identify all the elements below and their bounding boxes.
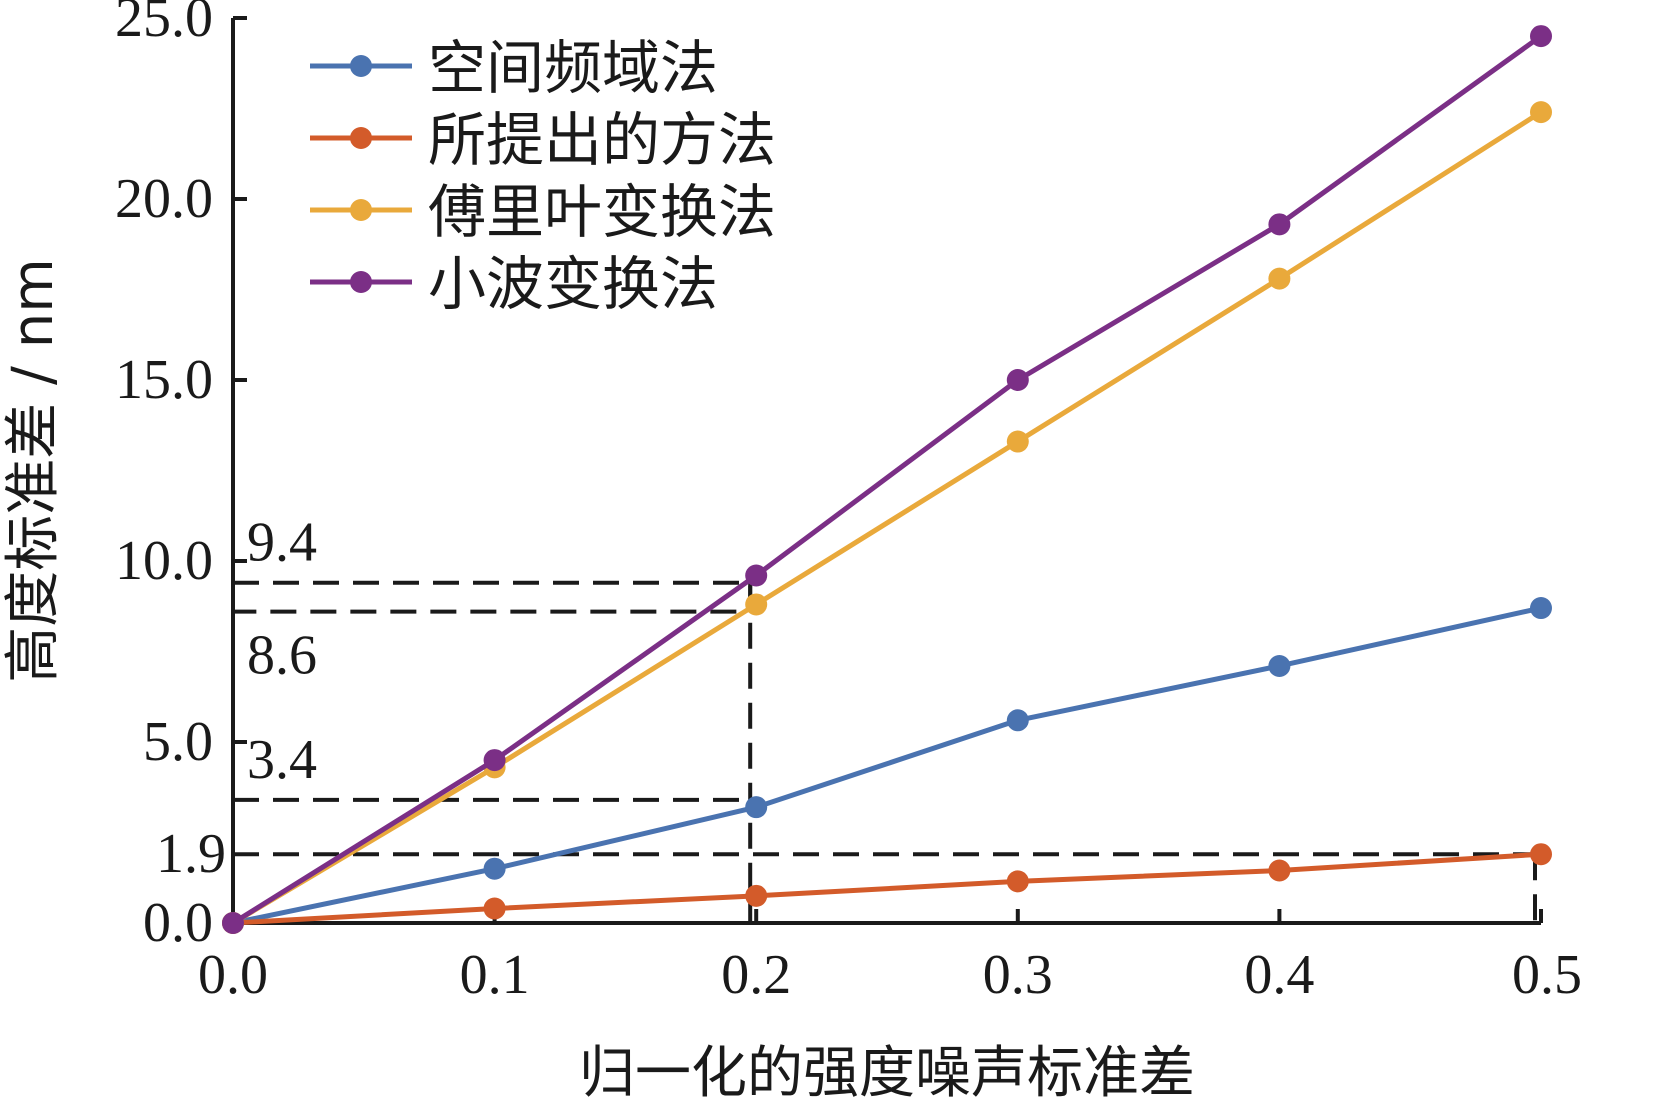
data-point — [1006, 369, 1029, 391]
y-tick-label: 15.0 — [115, 349, 213, 411]
legend-swatch-marker — [350, 127, 372, 149]
data-point — [1006, 430, 1029, 453]
ref-line-9-4 — [233, 580, 753, 614]
series-4 — [222, 25, 1552, 934]
series-3 — [222, 101, 1552, 934]
data-point — [483, 897, 506, 920]
data-point — [483, 857, 506, 880]
x-axis-label: 归一化的强度噪声标准差 — [579, 1041, 1195, 1106]
series-line — [232, 605, 1542, 926]
series-1 — [222, 597, 1552, 934]
legend-label: 所提出的方法 — [428, 106, 776, 174]
data-point — [1006, 709, 1029, 732]
legend-swatch-marker — [350, 271, 372, 293]
data-point — [1530, 101, 1552, 124]
series-layer — [222, 25, 1552, 934]
legend-label: 傅里叶变换法 — [428, 178, 776, 246]
y-tick-label: 10.0 — [115, 530, 213, 592]
series-2 — [222, 843, 1552, 934]
x-tick-label: 0.5 — [1512, 944, 1582, 1006]
x-tick-label: 0.0 — [198, 944, 268, 1006]
data-point — [745, 593, 768, 616]
annotation-label: 3.4 — [247, 729, 317, 791]
data-point — [483, 749, 506, 772]
data-point — [1268, 654, 1291, 677]
data-point — [222, 912, 244, 934]
data-point — [1268, 859, 1291, 882]
annotation-label: 1.9 — [156, 823, 226, 885]
data-point — [745, 884, 768, 907]
annotation-labels: 9.4 8.6 3.4 1.9 — [156, 512, 317, 886]
x-tick-label: 0.3 — [983, 944, 1053, 1006]
y-tick-label: 5.0 — [143, 711, 213, 773]
legend-label: 小波变换法 — [428, 250, 718, 318]
y-axis-label: 高度标准差 / nm — [1, 258, 66, 683]
x-axis-ticks: 0.0 0.1 0.2 0.3 0.4 0.5 — [198, 909, 1582, 1006]
legend-swatch-marker — [350, 55, 372, 77]
annotation-label: 8.6 — [247, 625, 317, 687]
data-point — [1530, 597, 1552, 620]
data-point — [1268, 267, 1291, 290]
data-point — [1530, 25, 1552, 48]
data-point — [745, 796, 768, 819]
data-point — [1006, 870, 1029, 893]
legend-label: 空间频域法 — [428, 34, 718, 102]
data-point — [1268, 213, 1291, 236]
x-tick-label: 0.1 — [460, 944, 530, 1006]
series-line — [231, 110, 1543, 926]
x-tick-label: 0.4 — [1244, 944, 1314, 1006]
y-tick-label: 0.0 — [143, 892, 213, 954]
annotation-label: 9.4 — [247, 512, 317, 574]
series-line — [231, 34, 1543, 926]
y-tick-label: 20.0 — [115, 168, 213, 230]
series-line — [232, 851, 1542, 926]
x-tick-label: 0.2 — [721, 944, 791, 1006]
y-tick-label: 25.0 — [115, 0, 213, 49]
legend-swatch-marker — [350, 199, 372, 221]
y-axis-ticks: 0.0 5.0 10.0 15.0 20.0 25.0 — [115, 0, 247, 954]
axes — [231, 18, 1541, 925]
data-point — [745, 564, 768, 587]
data-point — [1530, 843, 1552, 866]
reference-lines — [233, 580, 1541, 923]
